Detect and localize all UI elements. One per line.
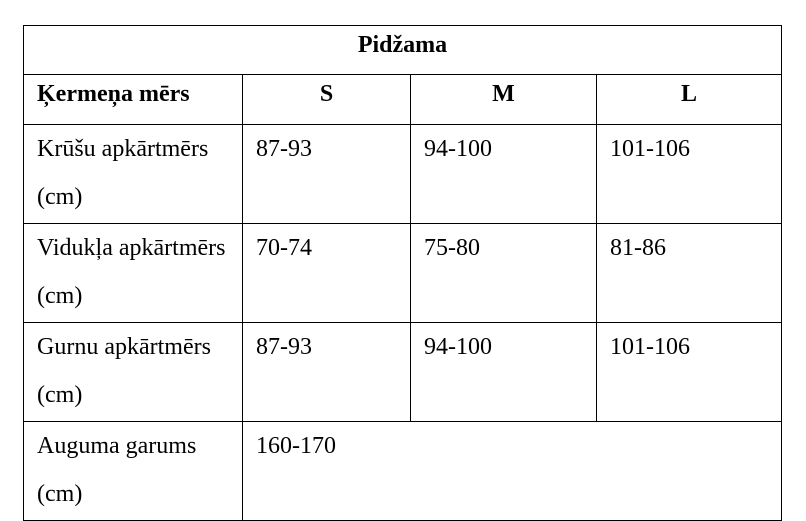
value-cell: 101-106	[595, 322, 783, 422]
measure-cell: Vidukļa apkārtmērs (cm)	[23, 223, 243, 323]
data-row: Gurnu apkārtmērs (cm) 87-93 94-100 101-106	[23, 322, 783, 422]
measure-cell: Krūšu apkārtmērs (cm)	[23, 124, 243, 224]
data-row: Auguma garums (cm) 160-170	[23, 421, 783, 521]
title-row: Pidžama	[22, 25, 783, 75]
value-cell: 87-93	[242, 322, 411, 422]
table-body: Pidžama Ķermeņa mērs S M L Krūšu apkārtmērs …	[22, 25, 783, 521]
value-cell: 87-93	[242, 124, 411, 224]
value-cell: 70-74	[242, 223, 411, 323]
value-cell: 94-100	[410, 124, 597, 224]
header-row: Ķermeņa mērs S M L	[23, 74, 783, 125]
value-cell: 75-80	[410, 223, 597, 323]
data-row: Krūšu apkārtmērs (cm) 87-93 94-100 101-106	[23, 124, 783, 224]
data-row: Vidukļa apkārtmērs (cm) 70-74 75-80 81-86	[23, 223, 783, 323]
value-cell: 94-100	[410, 322, 597, 422]
value-cell: 81-86	[595, 223, 783, 323]
header-cell: M	[410, 74, 597, 125]
measure-cell: Gurnu apkārtmērs (cm)	[23, 322, 243, 422]
value-cell: 101-106	[595, 124, 783, 224]
size-table: Pidžama Ķermeņa mērs S M L Krūšu apkārtmērs …	[22, 25, 783, 521]
measure-cell: Auguma garums (cm)	[23, 421, 243, 521]
value-cell: 160-170	[241, 421, 783, 521]
header-cell: L	[595, 74, 783, 125]
header-cell: Ķermeņa mērs	[23, 74, 243, 125]
table-title: Pidžama	[22, 25, 783, 75]
header-cell: S	[242, 74, 411, 125]
